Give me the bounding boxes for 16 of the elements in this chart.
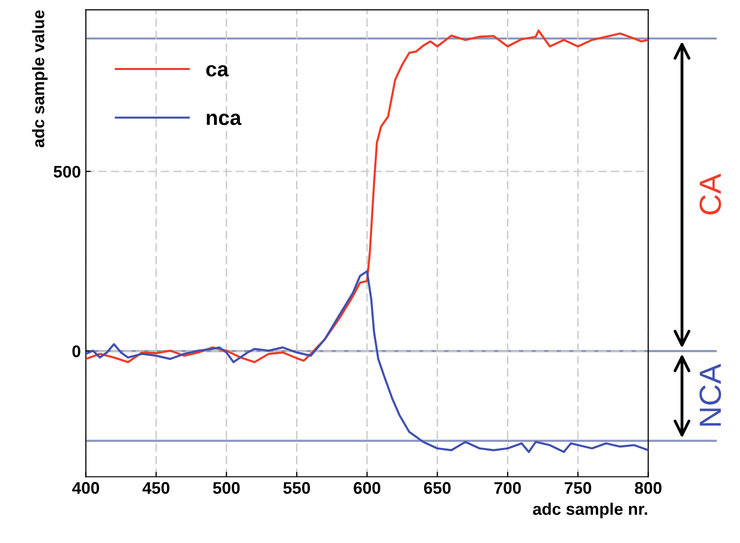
legend-label: nca [206, 114, 242, 126]
text: CA [699, 174, 722, 214]
text: NCA [699, 364, 722, 426]
x-tick-label: 500 [213, 482, 240, 494]
x-tick-label: 550 [283, 482, 310, 494]
x-tick-label: 600 [354, 482, 380, 494]
x-tick-label: 750 [564, 482, 592, 494]
y-axis-title: adc sample value [32, 10, 48, 148]
x-tick-label: 400 [72, 482, 100, 494]
legend-label: ca [206, 65, 229, 77]
y-tick-label: 0 [72, 345, 80, 358]
x-tick-label: 700 [494, 482, 521, 494]
x-axis-title: adc sample nr. [532, 502, 648, 518]
x-tick-label: 650 [424, 482, 451, 494]
x-tick-label: 800 [634, 482, 662, 494]
x-tick-label: 450 [142, 482, 170, 494]
